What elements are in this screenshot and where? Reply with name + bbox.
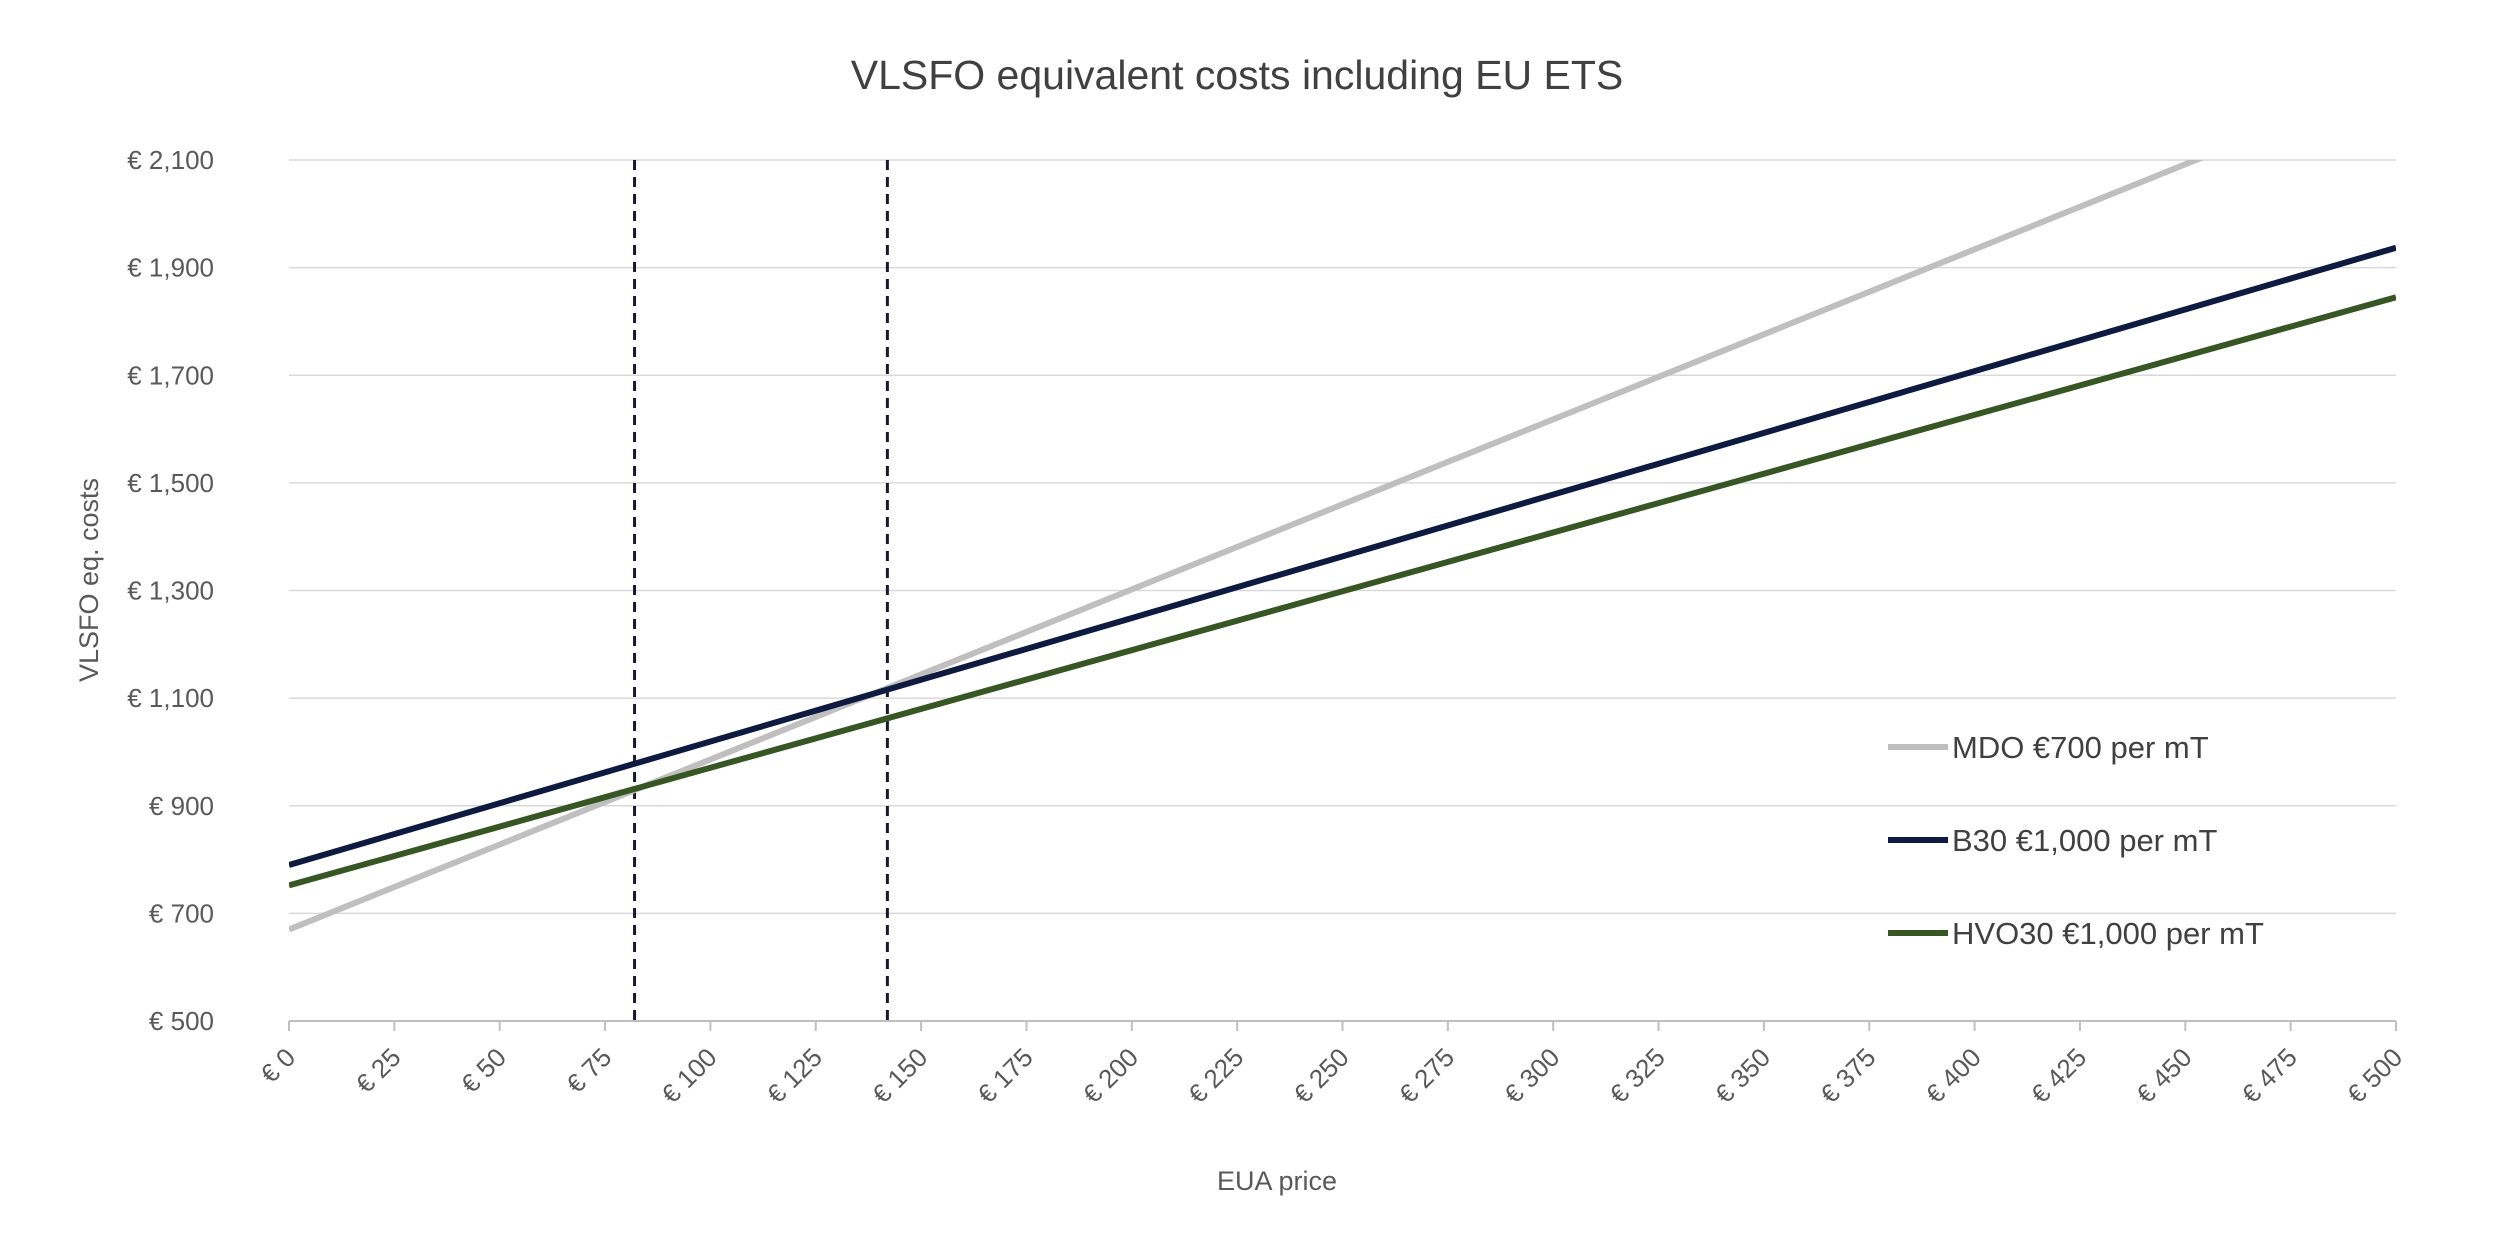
- x-tick-label: € 400: [1920, 1042, 1987, 1109]
- x-tick-label: € 0: [254, 1042, 301, 1089]
- x-tick-label: € 250: [1288, 1042, 1355, 1109]
- x-tick-label: € 25: [350, 1042, 407, 1099]
- x-tick-label: € 125: [761, 1042, 828, 1109]
- x-tick-label: € 450: [2130, 1042, 2197, 1109]
- y-tick-label: € 1,700: [127, 360, 214, 390]
- series-lines: [289, 160, 2396, 933]
- y-tick-label: € 2,100: [127, 145, 214, 175]
- x-tick-label: € 375: [1814, 1042, 1881, 1109]
- y-tick-label: € 500: [149, 1006, 214, 1036]
- x-axis-ticks: € 0 € 25 € 50 € 75 € 100 € 125 € 150 € 175 € 200…: [254, 1021, 2408, 1109]
- reference-lines: [633, 160, 889, 1021]
- y-tick-label: € 900: [149, 791, 214, 821]
- chart-title: VLSFO equivalent costs including EU ETS: [851, 52, 1624, 98]
- y-tick-label: € 1,300: [127, 576, 214, 606]
- legend-label: HVO30 €1,000 per mT: [1952, 916, 2264, 951]
- x-tick-label: € 175: [971, 1042, 1038, 1109]
- legend-label: MDO €700 per mT: [1952, 730, 2209, 765]
- x-tick-label: € 300: [1498, 1042, 1565, 1109]
- y-axis-ticks: € 500 € 700 € 900 € 1,100 € 1,300 € 1,500 € 1,…: [127, 145, 214, 1036]
- series-line: [289, 294, 2396, 889]
- x-tick-label: € 150: [866, 1042, 933, 1109]
- y-axis-title: VLSFO eq. costs: [74, 478, 104, 682]
- y-tick-label: € 1,100: [127, 683, 214, 713]
- x-tick-label: € 275: [1393, 1042, 1460, 1109]
- x-axis-title: EUA price: [1217, 1166, 1337, 1196]
- x-tick-label: € 500: [2341, 1042, 2408, 1109]
- x-tick-label: € 350: [1709, 1042, 1776, 1109]
- series-line: [289, 244, 2396, 868]
- legend-label: B30 €1,000 per mT: [1952, 823, 2217, 858]
- x-tick-label: € 325: [1604, 1042, 1671, 1109]
- x-tick-label: € 425: [2025, 1042, 2092, 1109]
- legend: MDO €700 per mT B30 €1,000 per mT HVO30 €1…: [1888, 730, 2264, 951]
- x-tick-label: € 100: [655, 1042, 722, 1109]
- x-tick-label: € 225: [1182, 1042, 1249, 1109]
- x-tick-label: € 50: [455, 1042, 512, 1099]
- x-tick-label: € 75: [560, 1042, 617, 1099]
- y-tick-label: € 1,500: [127, 468, 214, 498]
- y-tick-label: € 1,900: [127, 253, 214, 283]
- series-line: [289, 160, 2204, 933]
- y-tick-label: € 700: [149, 898, 214, 928]
- x-tick-label: € 475: [2236, 1042, 2303, 1109]
- x-tick-label: € 200: [1077, 1042, 1144, 1109]
